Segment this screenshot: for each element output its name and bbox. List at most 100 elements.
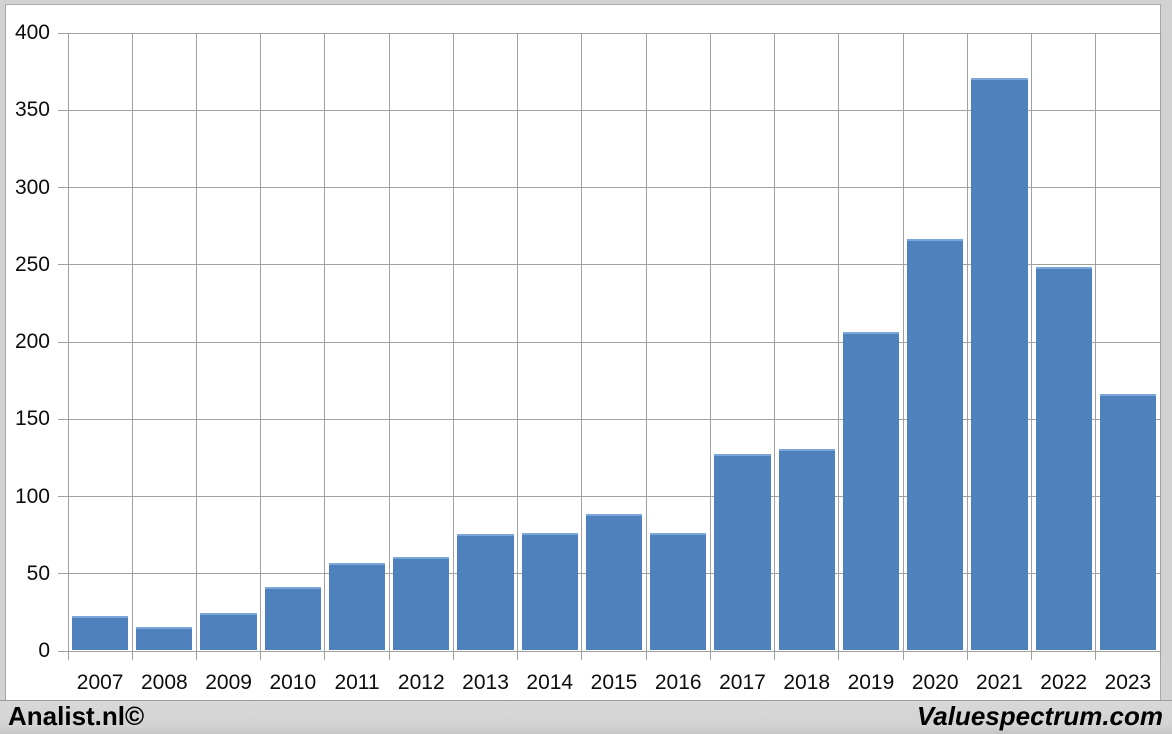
x-tick-mark xyxy=(131,651,133,660)
x-gridline xyxy=(581,33,583,651)
x-axis-tick-label: 2009 xyxy=(205,671,252,694)
bar-2007 xyxy=(72,616,129,650)
bar-2008 xyxy=(136,626,193,650)
y-axis-tick-label: 400 xyxy=(14,21,50,44)
x-gridline xyxy=(324,33,326,651)
y-axis-tick-label: 300 xyxy=(14,175,50,199)
x-axis-tick-label: 2014 xyxy=(526,671,574,694)
y-axis-tick-label: 50 xyxy=(26,561,50,585)
x-tick-mark xyxy=(774,651,776,660)
x-gridline xyxy=(709,33,711,651)
x-gridline xyxy=(1031,33,1033,651)
x-gridline xyxy=(1159,33,1161,651)
y-axis-tick-label: 350 xyxy=(14,98,50,122)
bar-2009 xyxy=(200,612,257,650)
y-gridline xyxy=(68,418,1160,420)
x-gridline xyxy=(452,33,454,651)
bar-2011 xyxy=(328,563,386,650)
bar-2010 xyxy=(264,586,321,650)
x-tick-mark xyxy=(452,651,454,660)
bar-2012 xyxy=(393,557,450,650)
branding-valuespectrum: Valuespectrum.com xyxy=(916,700,1163,731)
plot-area: 0 50 100 150 200 250 300 350 400 2007 2008 2009 2010… xyxy=(15,21,1161,694)
x-tick-mark xyxy=(1031,651,1033,660)
branding-analist: Analist.nl© xyxy=(8,700,145,731)
bar-2016 xyxy=(650,532,707,650)
y-tick-mark xyxy=(58,496,68,497)
y-tick-mark xyxy=(58,187,68,188)
x-gridline xyxy=(67,33,69,651)
x-gridline xyxy=(260,33,262,651)
bar-2015 xyxy=(585,514,643,650)
bar-2013 xyxy=(457,534,514,650)
x-tick-mark xyxy=(260,651,262,660)
x-tick-mark xyxy=(838,651,840,660)
x-gridline xyxy=(774,33,776,651)
x-axis-tick-label: 2013 xyxy=(462,671,509,694)
y-tick-mark xyxy=(58,573,68,575)
chart-panel: 0 50 100 150 200 250 300 350 400 2007 2008 2009 2010… xyxy=(5,4,1161,701)
x-tick-mark xyxy=(581,651,583,660)
y-gridline xyxy=(68,264,1160,266)
x-axis-tick-label: 2007 xyxy=(76,671,124,694)
x-axis-tick-label: 2017 xyxy=(719,671,766,694)
x-axis-tick-label: 2018 xyxy=(783,671,831,694)
x-gridline xyxy=(388,33,390,651)
x-gridline xyxy=(645,33,647,651)
x-axis-tick-label: 2011 xyxy=(334,671,380,694)
x-tick-mark xyxy=(1095,651,1097,660)
x-tick-mark xyxy=(645,651,647,660)
x-gridline xyxy=(838,33,840,651)
y-gridline xyxy=(68,496,1160,497)
bar-2017 xyxy=(714,453,771,650)
y-tick-mark xyxy=(58,341,68,343)
y-axis-tick-label: 250 xyxy=(14,252,50,276)
x-gridline xyxy=(902,33,904,651)
x-gridline xyxy=(517,33,519,651)
y-tick-mark xyxy=(58,109,68,111)
x-axis-tick-label: 2012 xyxy=(397,671,445,694)
x-axis-tick-label: 2021 xyxy=(976,671,1023,694)
x-tick-mark xyxy=(324,651,326,660)
bar-2023 xyxy=(1099,393,1156,650)
x-axis-tick-label: 2022 xyxy=(1040,671,1087,694)
x-gridline xyxy=(966,33,968,651)
bar-2018 xyxy=(778,449,835,650)
x-axis-tick-label: 2016 xyxy=(654,671,702,694)
y-axis-tick-label: 0 xyxy=(38,639,50,662)
y-gridline xyxy=(68,109,1160,111)
x-axis-tick-label: 2015 xyxy=(590,671,638,694)
x-gridline xyxy=(131,33,133,651)
y-gridline xyxy=(68,187,1160,188)
x-tick-mark xyxy=(966,651,968,660)
x-gridline xyxy=(195,33,197,651)
y-gridline xyxy=(68,32,1160,34)
x-tick-mark xyxy=(195,651,197,660)
bar-2019 xyxy=(842,331,900,650)
bar-2020 xyxy=(907,239,964,650)
footer: Analist.nl© Valuespectrum.com xyxy=(0,700,1172,734)
x-axis-tick-label: 2010 xyxy=(269,671,317,694)
x-tick-mark xyxy=(388,651,390,660)
x-axis-tick-label: 2008 xyxy=(140,671,188,694)
x-tick-mark xyxy=(67,651,69,660)
y-tick-mark xyxy=(58,650,68,652)
y-axis-tick-label: 200 xyxy=(14,330,50,353)
x-tick-mark xyxy=(1159,651,1161,660)
x-tick-mark xyxy=(517,651,519,660)
x-gridline xyxy=(1095,33,1097,651)
y-tick-mark xyxy=(58,32,68,34)
y-tick-mark xyxy=(58,264,68,266)
y-axis-tick-label: 100 xyxy=(14,484,50,508)
x-axis-tick-label: 2020 xyxy=(911,671,959,694)
y-axis-tick-label: 150 xyxy=(14,407,50,431)
bar-2014 xyxy=(521,532,578,650)
x-tick-mark xyxy=(709,651,711,660)
x-axis-tick-label: 2019 xyxy=(847,671,895,694)
x-axis-tick-label: 2023 xyxy=(1104,671,1152,694)
bar-2022 xyxy=(1035,266,1092,650)
y-tick-mark xyxy=(58,418,68,420)
y-gridline xyxy=(68,341,1160,343)
bar-2021 xyxy=(971,78,1028,650)
x-tick-mark xyxy=(902,651,904,660)
